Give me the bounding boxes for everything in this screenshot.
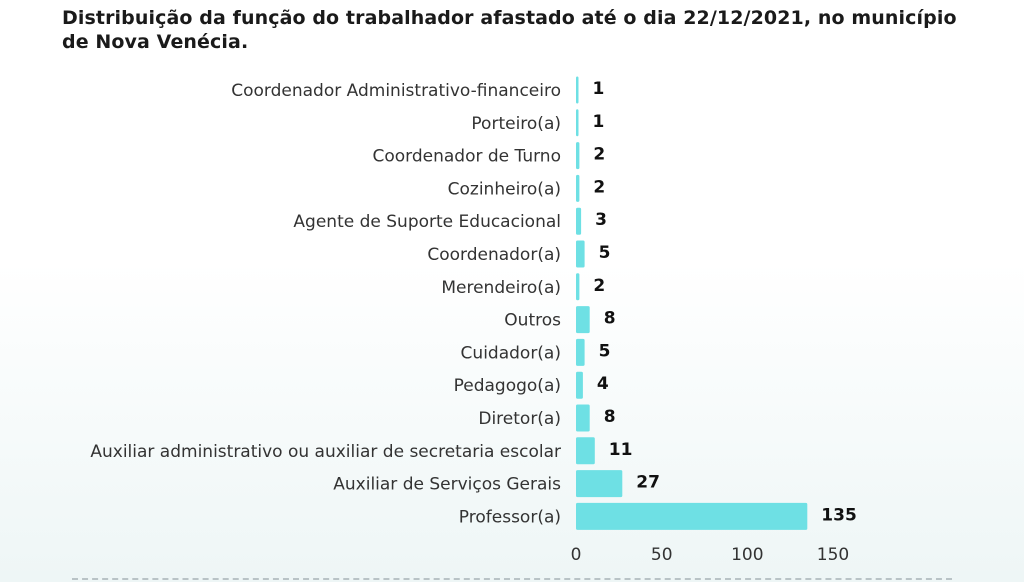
bar-4 [576, 207, 582, 235]
category-label: Pedagogo(a) [454, 376, 561, 396]
value-label: 1 [593, 112, 605, 132]
value-label: 8 [604, 407, 616, 427]
category-label: Coordenador Administrativo-financeiro [231, 81, 561, 101]
chart-title: Distribuição da função do trabalhador af… [62, 7, 957, 53]
bar-0 [576, 76, 579, 104]
bar-11 [576, 437, 595, 465]
category-label: Professor(a) [459, 507, 561, 527]
x-axis-ticks: 0 50 100 150 [571, 545, 850, 565]
bar-7 [576, 306, 590, 334]
value-label: 3 [595, 210, 607, 230]
category-label: Diretor(a) [478, 409, 561, 429]
value-label: 2 [593, 276, 605, 296]
bar-8 [576, 338, 585, 366]
category-label: Porteiro(a) [471, 114, 561, 134]
category-label: Outros [504, 311, 561, 331]
category-label: Auxiliar administrativo ou auxiliar de s… [90, 442, 561, 462]
category-label: Coordenador de Turno [373, 147, 562, 167]
x-tick-label: 50 [651, 545, 673, 565]
bar-9 [576, 371, 583, 399]
bar-10 [576, 404, 590, 432]
bottom-divider [72, 578, 952, 580]
bar-12 [576, 470, 623, 498]
value-label: 27 [636, 473, 660, 493]
value-label: 8 [604, 309, 616, 329]
bars-layer [576, 76, 808, 530]
x-tick-label: 100 [731, 545, 763, 565]
value-label: 4 [597, 374, 609, 394]
bar-6 [576, 273, 580, 301]
bar-1 [576, 109, 579, 137]
value-label: 11 [609, 440, 633, 460]
category-label: Merendeiro(a) [441, 278, 561, 298]
category-label: Cozinheiro(a) [448, 179, 561, 199]
bar-3 [576, 174, 580, 202]
bar-2 [576, 142, 580, 170]
value-label: 1 [593, 79, 605, 99]
category-label: Coordenador(a) [427, 245, 561, 265]
value-label: 2 [593, 145, 605, 165]
category-labels: Coordenador Administrativo-financeiro Por… [90, 81, 561, 527]
x-tick-label: 0 [571, 545, 582, 565]
value-label: 5 [599, 243, 611, 263]
value-label: 2 [593, 177, 605, 197]
value-label: 135 [821, 505, 857, 525]
value-label: 5 [599, 341, 611, 361]
category-label: Agente de Suporte Educacional [293, 212, 561, 232]
bar-5 [576, 240, 585, 268]
category-label: Auxiliar de Serviços Gerais [333, 475, 561, 495]
bar-13 [576, 502, 808, 530]
category-label: Cuidador(a) [461, 343, 561, 363]
x-tick-label: 150 [817, 545, 849, 565]
